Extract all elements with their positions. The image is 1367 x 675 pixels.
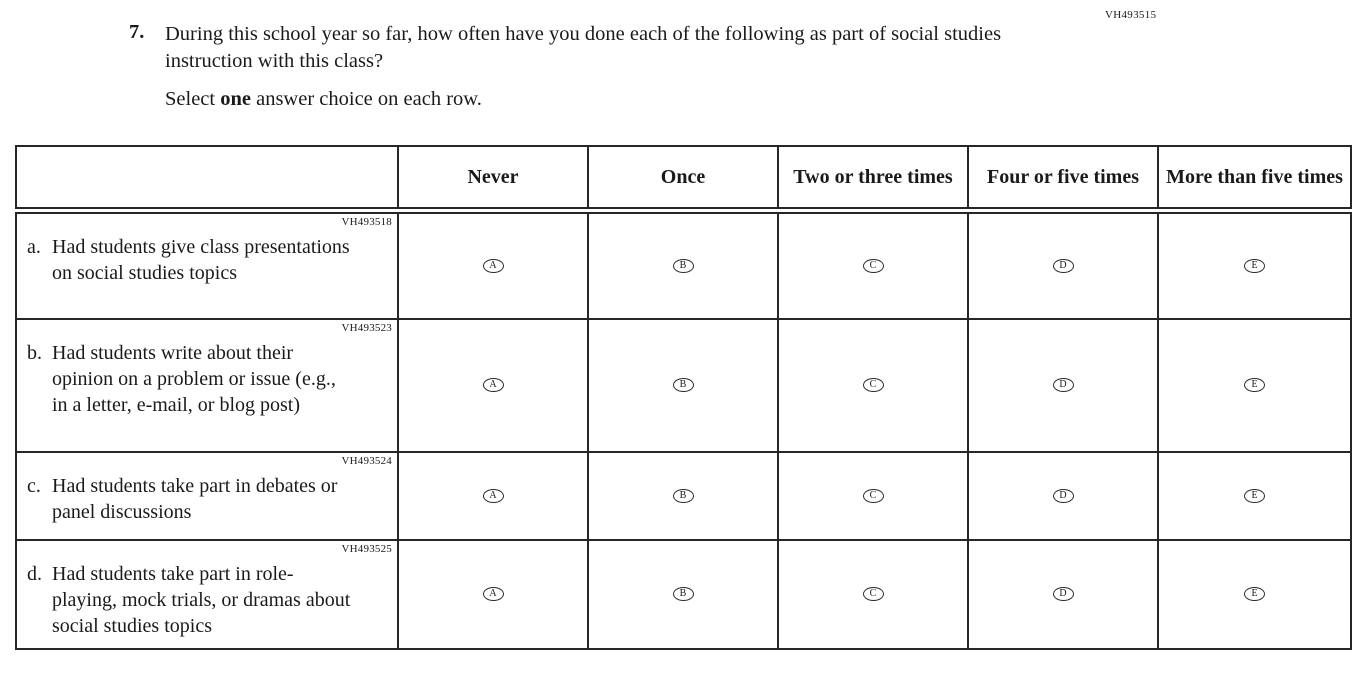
answer-bubble-b[interactable]: B	[672, 378, 694, 393]
answer-cell: A	[397, 538, 589, 650]
column-header: More than five times	[1157, 145, 1352, 214]
answer-bubble-b[interactable]: B	[672, 259, 694, 274]
answer-cell: B	[587, 317, 779, 453]
item-letter: c.	[27, 474, 41, 497]
answer-cell: E	[1157, 317, 1352, 453]
answer-bubble-c[interactable]: C	[862, 488, 884, 503]
answer-bubble-a[interactable]: A	[482, 378, 504, 393]
column-header: Two or three times	[777, 145, 969, 214]
item-cell: VH493525 d. Had students take part in role…	[15, 538, 399, 650]
question-text: During this school year so far, how ofte…	[165, 23, 1002, 72]
answer-cell: C	[777, 209, 969, 320]
column-header: Four or five times	[967, 145, 1159, 214]
answer-bubble-d[interactable]: D	[1052, 587, 1074, 602]
header-row: Never Once Two or three times Four or five …	[15, 145, 1352, 214]
empty-corner-cell	[15, 145, 399, 214]
instruction-bold-word: one	[220, 88, 251, 110]
answer-cell: A	[397, 209, 589, 320]
answer-cell: D	[967, 538, 1159, 650]
item-letter: a.	[27, 236, 41, 258]
answer-cell: E	[1157, 538, 1352, 650]
page-accession-code: VH493515	[1105, 9, 1157, 21]
answer-cell: A	[397, 450, 589, 541]
answer-bubble-d[interactable]: D	[1052, 259, 1074, 274]
table-row: VH493525 d. Had students take part in role…	[15, 538, 1352, 650]
item-label: Had students take part in debates or pan…	[52, 474, 338, 523]
item-code: VH493523	[341, 321, 392, 334]
table-row: VH493518 a. Had students give class presen…	[15, 209, 1352, 320]
answer-cell: C	[777, 450, 969, 541]
item-code: VH493525	[341, 542, 392, 555]
answer-bubble-d[interactable]: D	[1052, 378, 1074, 393]
item-label: Had students write about their opinion o…	[52, 341, 336, 416]
answer-cell: B	[587, 450, 779, 541]
item-cell: VH493518 a. Had students give class presen…	[15, 209, 399, 320]
answer-cell: A	[397, 317, 589, 453]
question-instruction: Select one answer choice on each row.	[165, 88, 482, 111]
answer-bubble-b[interactable]: B	[672, 587, 694, 602]
answer-bubble-c[interactable]: C	[862, 259, 884, 274]
table-row: VH493524 c. Had students take part in deba…	[15, 450, 1352, 541]
answer-cell: B	[587, 209, 779, 320]
answer-cell: D	[967, 209, 1159, 320]
table-row: VH493523 b. Had students write about their…	[15, 317, 1352, 453]
item-text: b. Had students write about their opinion…	[27, 340, 352, 418]
item-text: c. Had students take part in debates or p…	[27, 473, 352, 525]
answer-cell: D	[967, 317, 1159, 453]
answer-bubble-e[interactable]: E	[1244, 587, 1265, 602]
answer-bubble-c[interactable]: C	[862, 587, 884, 602]
answer-bubble-c[interactable]: C	[862, 378, 884, 393]
answer-cell: B	[587, 538, 779, 650]
answer-bubble-a[interactable]: A	[482, 587, 504, 602]
answer-bubble-e[interactable]: E	[1244, 488, 1265, 503]
table-body: VH493518 a. Had students give class presen…	[15, 209, 1352, 650]
column-header: Once	[587, 145, 779, 214]
item-label: Had students give class presentations on…	[52, 236, 350, 284]
column-header: Never	[397, 145, 589, 214]
answer-cell: C	[777, 317, 969, 453]
answer-bubble-e[interactable]: E	[1244, 259, 1265, 274]
item-letter: d.	[27, 562, 42, 585]
answer-cell: C	[777, 538, 969, 650]
answer-cell: E	[1157, 209, 1352, 320]
item-text: d. Had students take part in role-playing…	[27, 561, 352, 639]
item-code: VH493518	[341, 216, 392, 228]
answer-bubble-a[interactable]: A	[482, 259, 504, 274]
instruction-prefix: Select	[165, 88, 221, 110]
answer-bubble-a[interactable]: A	[482, 488, 504, 503]
answer-bubble-b[interactable]: B	[672, 488, 694, 503]
question-number: 7.	[129, 21, 145, 43]
answer-bubble-d[interactable]: D	[1052, 488, 1074, 503]
response-matrix-table: Never Once Two or three times Four or five …	[15, 145, 1352, 650]
item-label: Had students take part in role-playing, …	[52, 562, 351, 637]
item-cell: VH493524 c. Had students take part in deba…	[15, 450, 399, 541]
item-text: a. Had students give class presentations …	[27, 234, 352, 286]
item-letter: b.	[27, 341, 42, 364]
item-cell: VH493523 b. Had students write about their…	[15, 317, 399, 453]
answer-bubble-e[interactable]: E	[1244, 378, 1265, 393]
item-code: VH493524	[341, 454, 392, 467]
answer-cell: D	[967, 450, 1159, 541]
answer-cell: E	[1157, 450, 1352, 541]
instruction-suffix: answer choice on each row.	[250, 88, 482, 110]
